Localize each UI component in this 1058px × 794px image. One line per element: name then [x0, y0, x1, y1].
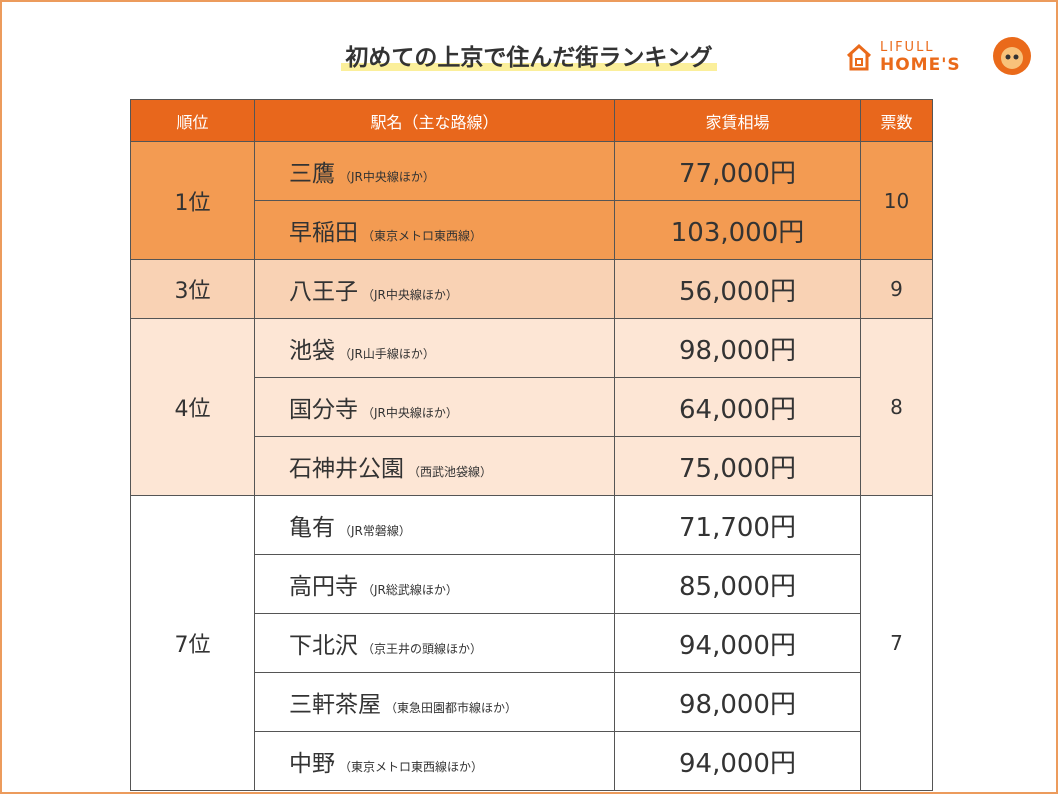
- station-line: （東京メトロ東西線ほか）: [339, 760, 484, 774]
- title: 初めての上京で住んだ街ランキング: [2, 38, 1056, 72]
- table-row: 石神井公園 （西武池袋線） 75,000円: [131, 436, 933, 496]
- station-name: 高円寺: [289, 574, 358, 600]
- mascot-eye: [1005, 54, 1011, 60]
- ranking-table: 順位 駅名（主な路線） 家賃相場 票数 1位 三鷹 （JR中央線ほか） 77,000円 10 早…: [130, 99, 933, 791]
- station-cell: 早稲田 （東京メトロ東西線）: [254, 200, 615, 260]
- logo-top: LIFULL: [880, 40, 935, 55]
- station-line: （JR総武線ほか）: [362, 583, 458, 597]
- table-row: 1位 三鷹 （JR中央線ほか） 77,000円 10: [130, 141, 933, 260]
- station-cell: 三鷹 （JR中央線ほか）: [254, 141, 615, 201]
- mascot-eye: [1013, 54, 1019, 60]
- rank-cell: 3位: [130, 259, 255, 319]
- column-header: 家賃相場: [614, 99, 861, 142]
- mascot-face: [1001, 47, 1023, 69]
- table-row: 3位 八王子 （JR中央線ほか） 56,000円 9: [130, 259, 933, 319]
- header-row: 順位 駅名（主な路線） 家賃相場 票数: [130, 99, 933, 142]
- table-row: 早稲田 （東京メトロ東西線） 103,000円: [131, 200, 933, 260]
- station-name: 亀有: [289, 515, 335, 541]
- votes-cell: 7: [860, 495, 933, 791]
- rent-cell: 77,000円: [614, 141, 861, 201]
- logo: LIFULL HOME'S: [846, 37, 1031, 75]
- title-text: 初めての上京で住んだ街ランキング: [341, 45, 717, 71]
- table-row: 4位 池袋 （JR山手線ほか） 98,000円 8: [130, 318, 933, 496]
- station-line: （JR中央線ほか）: [339, 170, 435, 184]
- rent-cell: 98,000円: [614, 672, 861, 732]
- column-header: 票数: [860, 99, 933, 142]
- station-name: 三鷹: [289, 161, 335, 187]
- table-row: 7位 亀有 （JR常磐線） 71,700円 7: [130, 495, 933, 791]
- window: [855, 58, 863, 66]
- station-line: （西武池袋線）: [408, 465, 493, 479]
- station-cell: 亀有 （JR常磐線）: [254, 495, 615, 555]
- logo-bottom: HOME'S: [880, 55, 961, 75]
- station-name: 石神井公園: [289, 456, 404, 482]
- station-cell: 国分寺 （JR中央線ほか）: [254, 377, 615, 437]
- station-cell: 下北沢 （京王井の頭線ほか）: [254, 613, 615, 673]
- station-name: 下北沢: [289, 633, 358, 659]
- station-cell: 石神井公園 （西武池袋線）: [254, 436, 615, 496]
- station-line: （JR常磐線）: [339, 524, 411, 538]
- rent-cell: 64,000円: [614, 377, 861, 437]
- station-name: 八王子: [289, 279, 358, 305]
- station-line: （京王井の頭線ほか）: [362, 642, 483, 656]
- rank-cell: 7位: [130, 495, 255, 791]
- station-cell: 池袋 （JR山手線ほか）: [254, 318, 615, 378]
- table-row: 国分寺 （JR中央線ほか） 64,000円: [131, 377, 933, 437]
- rent-cell: 94,000円: [614, 731, 861, 791]
- rent-cell: 103,000円: [614, 200, 861, 260]
- station-line: （東京メトロ東西線）: [362, 229, 483, 243]
- station-line: （JR山手線ほか）: [339, 347, 435, 361]
- table-body: 1位 三鷹 （JR中央線ほか） 77,000円 10 早稲田 （東京メトロ東西線） 103,0…: [130, 141, 933, 791]
- rent-cell: 75,000円: [614, 436, 861, 496]
- rank-cell: 4位: [130, 318, 255, 496]
- table-row: 下北沢 （京王井の頭線ほか） 94,000円: [131, 613, 933, 673]
- votes-cell: 10: [860, 141, 933, 260]
- station-line: （東急田園都市線ほか）: [385, 701, 518, 715]
- rent-cell: 98,000円: [614, 318, 861, 378]
- rent-cell: 94,000円: [614, 613, 861, 673]
- station-name: 池袋: [289, 338, 335, 364]
- station-cell: 三軒茶屋 （東急田園都市線ほか）: [254, 672, 615, 732]
- station-cell: 中野 （東京メトロ東西線ほか）: [254, 731, 615, 791]
- station-name: 中野: [289, 751, 335, 777]
- station-line: （JR中央線ほか）: [362, 406, 458, 420]
- station-name: 早稲田: [289, 220, 358, 246]
- rent-cell: 85,000円: [614, 554, 861, 614]
- rent-cell: 56,000円: [614, 259, 861, 319]
- column-header: 順位: [130, 99, 255, 142]
- table-row: 高円寺 （JR総武線ほか） 85,000円: [131, 554, 933, 614]
- table-row: 中野 （東京メトロ東西線ほか） 94,000円: [131, 731, 933, 791]
- station-cell: 高円寺 （JR総武線ほか）: [254, 554, 615, 614]
- rent-cell: 71,700円: [614, 495, 861, 555]
- table-row: 三軒茶屋 （東急田園都市線ほか） 98,000円: [131, 672, 933, 732]
- station-line: （JR中央線ほか）: [362, 288, 458, 302]
- station-name: 国分寺: [289, 397, 358, 423]
- votes-cell: 9: [860, 259, 933, 319]
- column-header: 駅名（主な路線）: [254, 99, 615, 142]
- rank-cell: 1位: [130, 141, 255, 260]
- votes-cell: 8: [860, 318, 933, 496]
- station-name: 三軒茶屋: [289, 692, 381, 718]
- house-icon: [846, 43, 872, 71]
- station-cell: 八王子 （JR中央線ほか）: [254, 259, 615, 319]
